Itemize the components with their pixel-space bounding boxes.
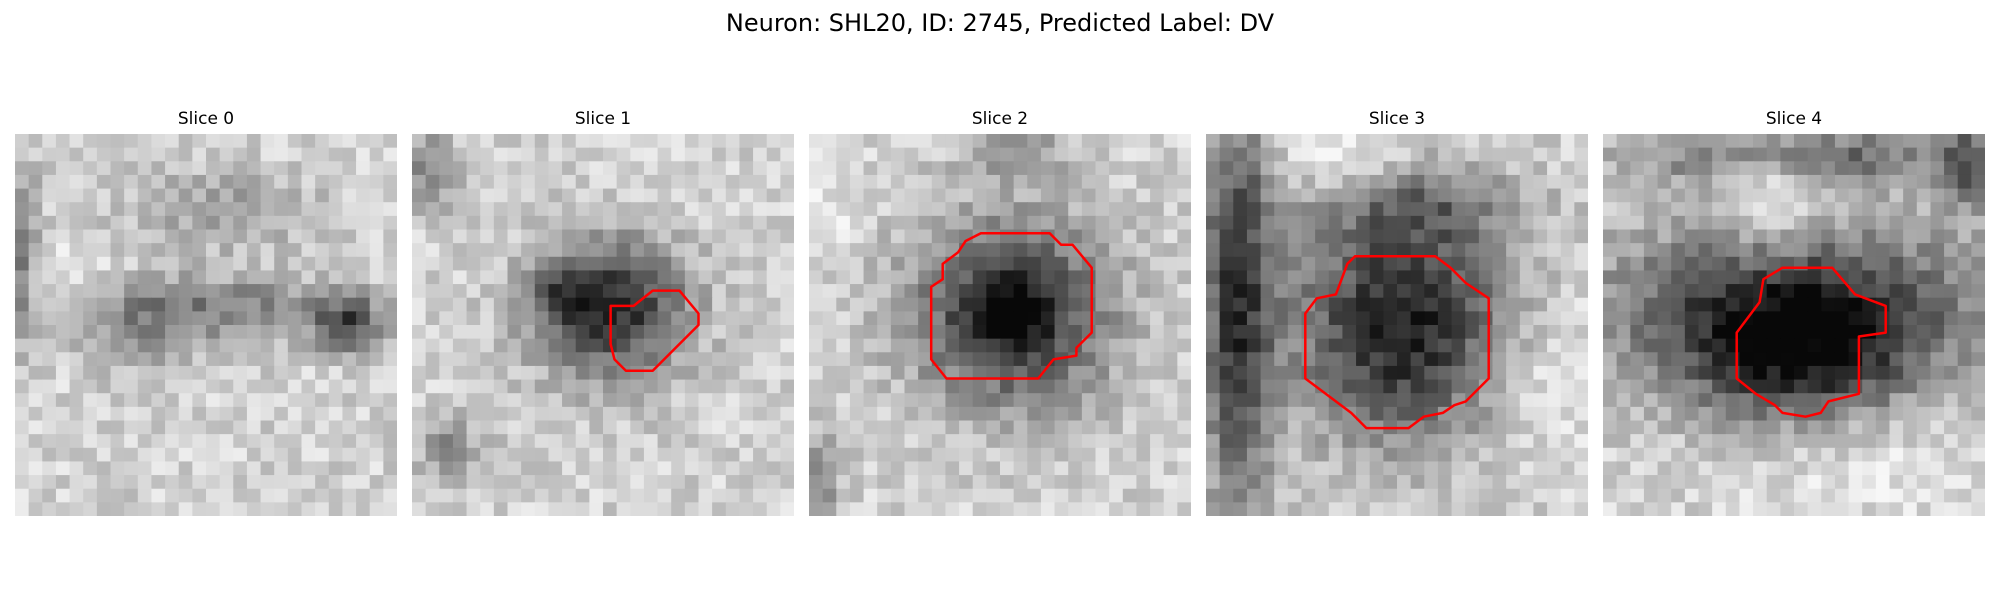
slice-image (412, 134, 794, 516)
slice-panel-2: Slice 2 (809, 108, 1191, 518)
slice-image (1206, 134, 1588, 516)
slice-panel-0: Slice 0 (15, 108, 397, 518)
slice-title: Slice 3 (1368, 109, 1426, 129)
slice-title: Slice 2 (971, 109, 1029, 129)
roi-outline (929, 232, 1093, 380)
slice-panel-1: Slice 1 (412, 108, 794, 518)
slice-title: Slice 0 (177, 109, 235, 129)
slice-panel-3: Slice 3 (1206, 108, 1588, 518)
roi-outline (1304, 254, 1490, 430)
slice-panel-4: Slice 4 (1603, 108, 1985, 518)
slice-title: Slice 1 (574, 109, 632, 129)
slice-title: Slice 4 (1765, 109, 1823, 129)
slice-image (15, 134, 397, 516)
slice-image (1603, 134, 1985, 516)
figure-title: Neuron: SHL20, ID: 2745, Predicted Label… (725, 9, 1275, 37)
roi-outline (1735, 266, 1887, 418)
slice-image (809, 134, 1191, 516)
roi-outline (609, 289, 700, 373)
